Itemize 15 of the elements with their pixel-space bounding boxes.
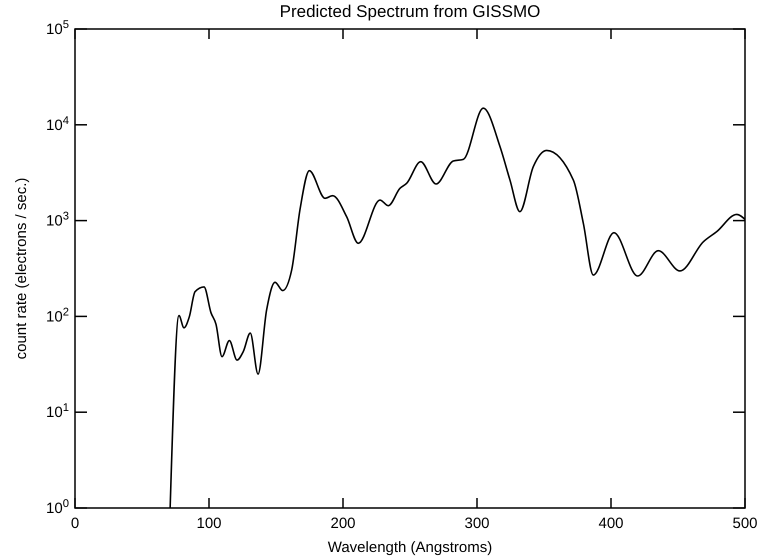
x-axis-title: Wavelength (Angstroms) [328,539,492,556]
y-tick-label: 10$^{3}$ [46,210,69,230]
x-tick-label: 400 [598,515,624,532]
y-axis-title: count rate (electrons / sec.) [13,178,30,360]
y-tick-label: 10$^{5}$ [46,19,69,38]
x-tick-label: 300 [464,515,490,532]
x-tick-label: 0 [70,515,80,532]
y-tick-label: 10$^{1}$ [46,402,69,422]
x-tick-label: 500 [732,515,758,532]
y-tick-label: 10$^{2}$ [46,306,69,326]
y-tick-label: 10$^{0}$ [46,498,69,517]
chart-title: Predicted Spectrum from GISSMO [280,2,540,21]
x-tick-label: 100 [196,515,222,532]
y-tick-label: 10$^{4}$ [46,114,69,134]
x-tick-label: 200 [330,515,356,532]
